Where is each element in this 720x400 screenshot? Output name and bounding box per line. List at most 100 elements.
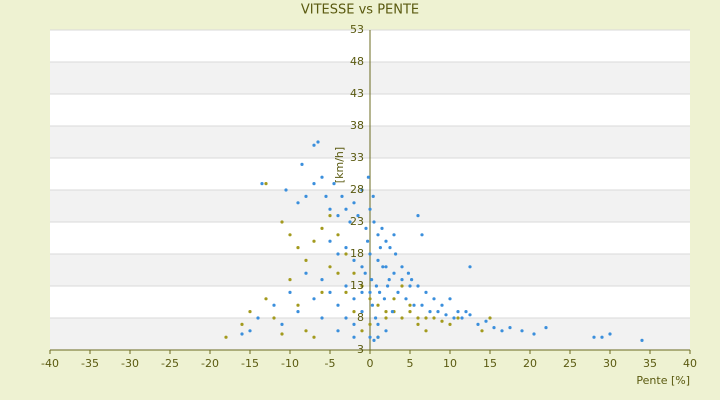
point — [264, 182, 268, 186]
y-tick-label: 38 — [350, 119, 364, 132]
x-tick-label: -20 — [201, 357, 219, 370]
point — [316, 140, 320, 144]
point — [296, 310, 300, 314]
point — [352, 201, 356, 205]
point — [296, 246, 300, 250]
x-tick-label: 25 — [563, 357, 577, 370]
y-tick-label: 48 — [350, 55, 364, 68]
point — [384, 310, 388, 314]
plot-area — [49, 29, 691, 354]
point — [352, 271, 356, 275]
point — [410, 278, 414, 282]
point — [372, 220, 376, 224]
point — [368, 297, 372, 301]
point — [370, 278, 374, 282]
point — [364, 226, 368, 230]
point — [288, 278, 292, 282]
point — [260, 182, 264, 186]
point — [416, 214, 420, 218]
point — [336, 214, 340, 218]
point — [416, 322, 420, 326]
point — [312, 335, 316, 339]
point — [532, 332, 536, 336]
point — [368, 207, 372, 211]
x-tick-label: 10 — [443, 357, 457, 370]
point — [376, 258, 380, 262]
point — [224, 335, 228, 339]
point — [288, 290, 292, 294]
point — [420, 303, 424, 307]
point — [500, 329, 504, 333]
point — [388, 246, 392, 250]
point — [520, 329, 524, 333]
point — [380, 226, 384, 230]
x-tick-label: -15 — [241, 357, 259, 370]
x-tick-label: 5 — [407, 357, 414, 370]
point — [436, 310, 440, 314]
x-tick-label: -5 — [325, 357, 336, 370]
y-axis-label: [km/h] — [333, 147, 346, 183]
x-axis-label: Pente [%] — [636, 374, 690, 387]
point — [336, 252, 340, 256]
point — [394, 252, 398, 256]
point — [344, 316, 348, 320]
point — [372, 338, 376, 342]
point — [352, 297, 356, 301]
point — [328, 214, 332, 218]
y-tick-label: 33 — [350, 151, 364, 164]
point — [368, 335, 372, 339]
point — [360, 329, 364, 333]
point — [300, 162, 304, 166]
point — [390, 310, 394, 314]
y-tick-label: 28 — [350, 183, 364, 196]
point — [328, 239, 332, 243]
point — [284, 188, 288, 192]
point — [387, 278, 391, 282]
point — [400, 316, 404, 320]
x-tick-label: 0 — [367, 357, 374, 370]
point — [296, 201, 300, 205]
point — [374, 316, 378, 320]
point — [400, 284, 404, 288]
point — [392, 297, 396, 301]
point — [376, 335, 380, 339]
y-tick-label: 13 — [350, 279, 364, 292]
point — [376, 233, 380, 237]
point — [363, 271, 367, 275]
y-tick-label: 3 — [357, 343, 364, 356]
point — [608, 332, 612, 336]
point — [400, 265, 404, 269]
point — [312, 297, 316, 301]
point — [592, 335, 596, 339]
point — [352, 310, 356, 314]
point — [452, 316, 456, 320]
point — [320, 290, 324, 294]
point — [352, 258, 356, 262]
point — [320, 278, 324, 282]
point — [640, 338, 644, 342]
point — [386, 284, 390, 288]
point — [248, 310, 252, 314]
point — [320, 226, 324, 230]
point — [240, 322, 244, 326]
point — [272, 303, 276, 307]
point — [424, 316, 428, 320]
point — [396, 290, 400, 294]
point — [368, 290, 372, 294]
point — [460, 316, 464, 320]
point — [378, 246, 382, 250]
point — [374, 284, 378, 288]
point — [378, 290, 382, 294]
point — [428, 310, 432, 314]
point — [404, 297, 408, 301]
point — [468, 265, 472, 269]
point — [376, 322, 380, 326]
point — [476, 322, 480, 326]
x-tick-label: -40 — [41, 357, 59, 370]
point — [272, 316, 276, 320]
point — [304, 329, 308, 333]
point — [256, 316, 260, 320]
point — [360, 188, 364, 192]
y-tick-label: 43 — [350, 87, 364, 100]
